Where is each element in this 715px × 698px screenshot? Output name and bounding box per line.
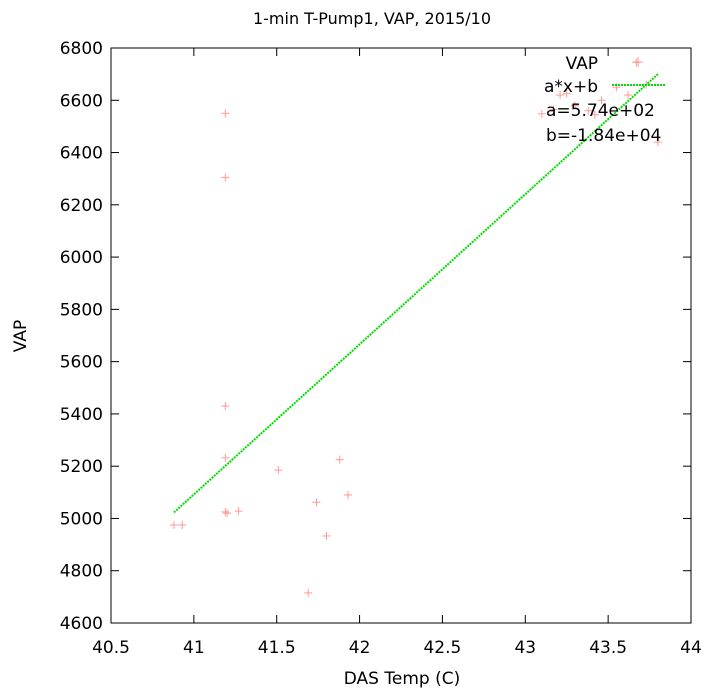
- data-point: [556, 91, 565, 100]
- legend: VAP a*x+b a=5.74e+02 b=-1.84e+04: [544, 54, 666, 146]
- data-point: [169, 520, 178, 529]
- y-axis: 4600 4800 5000 5200 5400 5600 5800 6000 6200 6400…: [60, 39, 691, 634]
- y-tick-label: 5200: [60, 457, 103, 477]
- data-point: [234, 507, 243, 516]
- legend-label-fit: a*x+b: [544, 77, 598, 97]
- annotation-b: b=-1.84e+04: [546, 126, 661, 146]
- data-point: [221, 402, 230, 411]
- data-point: [562, 89, 571, 98]
- data-point: [624, 91, 633, 100]
- data-point: [221, 173, 230, 182]
- data-point: [178, 520, 187, 529]
- chart-title: 1-min T-Pump1, VAP, 2015/10: [253, 9, 491, 28]
- x-tick-label: 41.5: [258, 638, 296, 658]
- legend-label-vap: VAP: [566, 54, 598, 74]
- data-point: [343, 490, 352, 499]
- y-axis-label: VAP: [11, 320, 31, 352]
- y-tick-label: 6200: [60, 196, 103, 216]
- data-point: [221, 109, 230, 118]
- y-tick-label: 6400: [60, 144, 103, 164]
- y-tick-label: 6600: [60, 91, 103, 111]
- data-point: [312, 498, 321, 507]
- plot-area: [169, 58, 662, 597]
- y-tick-label: 5800: [60, 300, 103, 320]
- data-point: [590, 110, 599, 119]
- y-tick-label: 5000: [60, 509, 103, 529]
- plot-frame: [110, 47, 692, 624]
- y-tick-label: 5600: [60, 353, 103, 373]
- x-tick-label: 43.5: [589, 638, 627, 658]
- x-tick-label: 41: [183, 638, 205, 658]
- fit-line: [173, 73, 659, 514]
- data-point: [571, 101, 579, 110]
- data-point: [335, 455, 344, 464]
- data-point: [584, 106, 593, 115]
- x-tick-label: 44: [680, 638, 702, 658]
- x-tick-label: 40.5: [92, 638, 130, 658]
- data-point: [304, 588, 313, 597]
- y-tick-label: 4600: [60, 614, 103, 634]
- y-tick-label: 6000: [60, 248, 103, 268]
- annotation-a: a=5.74e+02: [546, 101, 655, 121]
- data-point: [549, 105, 558, 114]
- data-point: [597, 96, 606, 105]
- y-tick-label: 6800: [60, 39, 103, 59]
- data-point: [221, 453, 230, 462]
- x-axis: 40.5 41 41.5 42 42.5 43 43.5 44: [92, 48, 702, 658]
- y-tick-label: 5400: [60, 405, 103, 425]
- data-point: [221, 507, 230, 516]
- data-point: [537, 109, 546, 118]
- data-point: [653, 138, 662, 147]
- x-tick-label: 43: [514, 638, 536, 658]
- legend-marker-vap: [633, 57, 643, 67]
- y-tick-label: 4800: [60, 562, 103, 582]
- x-tick-label: 42.5: [423, 638, 461, 658]
- data-point: [274, 466, 283, 475]
- x-axis-label: DAS Temp (C): [344, 669, 460, 689]
- x-tick-label: 42: [349, 638, 371, 658]
- data-point: [322, 531, 331, 540]
- data-point: [223, 509, 231, 518]
